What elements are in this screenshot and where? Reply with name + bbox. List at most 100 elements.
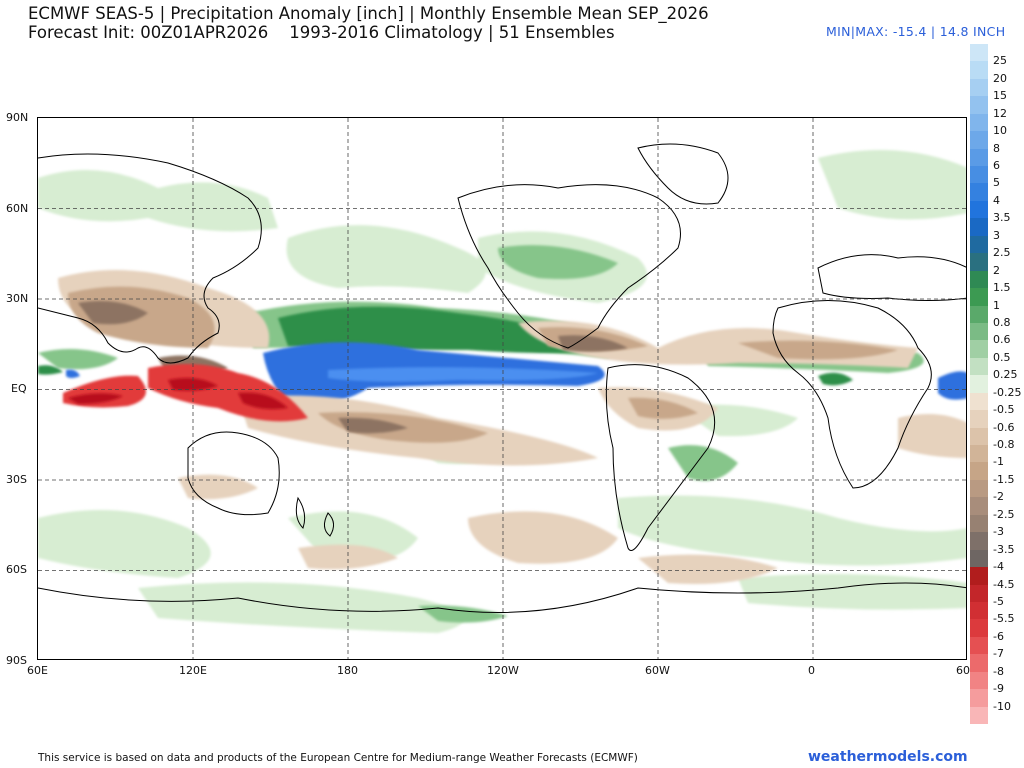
title-line-1: ECMWF SEAS-5 | Precipitation Anomaly [in… [28,4,709,23]
colorbar-cell [970,549,988,568]
colorbar-cell [970,514,988,533]
lat-label-30n: 30N [6,292,29,305]
colorbar-cell [970,462,988,481]
map-canvas [38,118,966,659]
lon-label-120e: 120E [179,664,207,677]
colorbar-cell [970,375,988,394]
colorbar-tick-label: -4 [993,560,1004,574]
colorbar-cell [970,61,988,80]
lon-label-60e: 60E [27,664,48,677]
colorbar-cell [970,253,988,272]
colorbar-tick-label: -4.5 [993,577,1015,591]
colorbar-tick-label: -3.5 [993,542,1015,556]
colorbar-tick-label: 0.5 [993,350,1011,364]
colorbar-tick-label: 3 [993,228,1000,242]
colorbar-tick-label: -9 [993,682,1004,696]
colorbar-tick-label: -2 [993,490,1004,504]
colorbar-cell [970,689,988,708]
lat-label-90n: 90N [6,111,29,124]
colorbar-tick-label: 8 [993,141,1000,155]
colorbar-cell [970,288,988,307]
colorbar-cell [970,78,988,97]
colorbar-tick-label: -2.5 [993,507,1015,521]
colorbar-tick-label: 6 [993,159,1000,173]
colorbar-tick-label: 4 [993,193,1000,207]
colorbar-tick-label: 1 [993,298,1000,312]
colorbar-cell [970,654,988,673]
colorbar-cell [970,218,988,237]
colorbar-tick-label: 12 [993,106,1007,120]
colorbar-tick-label: -1.5 [993,472,1015,486]
lat-label-60n: 60N [6,202,29,215]
colorbar-cell [970,305,988,324]
colorbar-cell [970,392,988,411]
colorbar-tick-label: -0.25 [993,385,1022,399]
colorbar-cell [970,601,988,620]
colorbar-cell [970,671,988,690]
colorbar-cell [970,113,988,132]
colorbar-cell [970,567,988,585]
colorbar-tick-label: -3 [993,525,1004,539]
colorbar-cell [970,183,988,202]
colorbar-cell [970,200,988,219]
colorbar-tick-label: 15 [993,89,1007,103]
colorbar-tick-label: 1.5 [993,281,1011,295]
colorbar-cell [970,445,988,463]
lat-label-90s: 90S [6,654,27,667]
colorbar-cell [970,410,988,429]
colorbar-tick-label: -5 [993,594,1004,608]
colorbar-tick-label: -0.6 [993,420,1015,434]
colorbar-cell [970,706,988,725]
colorbar-cell [970,270,988,289]
colorbar-cell [970,532,988,551]
wet-blue-core [328,367,598,382]
colorbar-cell [970,166,988,184]
colorbar-tick-label: -8 [993,664,1004,678]
colorbar-cell [970,131,988,150]
title-line-2: Forecast Init: 00Z01APR2026 1993-2016 Cl… [28,23,615,42]
graticule [38,118,966,659]
colorbar-cell [970,357,988,376]
colorbar-tick-label: 0.25 [993,368,1018,382]
coastlines [38,143,966,613]
colorbar-cell [970,148,988,167]
colorbar-cell [970,479,988,498]
colorbar-tick-label: 0.8 [993,315,1011,329]
colorbar-tick-label: -1 [993,455,1004,469]
colorbar-tick-label: -7 [993,647,1004,661]
colorbar-cell [970,44,988,62]
colorbar-tick-label: 2.5 [993,246,1011,260]
colorbar-tick-label: 0.6 [993,333,1011,347]
colorbar-tick-label: -0.8 [993,438,1015,452]
colorbar-tick-label: 10 [993,124,1007,138]
wet-dark-areas [38,306,853,386]
lon-label-180: 180 [337,664,358,677]
colorbar-tick-label: 25 [993,54,1007,68]
min-max-readout: MIN|MAX: -15.4 | 14.8 INCH [826,24,1006,39]
lon-label-0: 0 [808,664,815,677]
colorbar-tick-label: 2 [993,263,1000,277]
colorbar-tick-label: -10 [993,699,1011,713]
lat-label-60s: 60S [6,563,27,576]
lon-label-60w: 60W [645,664,670,677]
colorbar-cell [970,427,988,446]
colorbar-tick-label: 20 [993,71,1007,85]
colorbar-tick-label: 3.5 [993,211,1011,225]
chart-title: ECMWF SEAS-5 | Precipitation Anomaly [in… [28,4,709,42]
colorbar-cell [970,96,988,115]
lon-label-120w: 120W [487,664,519,677]
colorbar-tick-label: -5.5 [993,612,1015,626]
colorbar-cell [970,636,988,655]
colorbar-tick-label: -6 [993,629,1004,643]
colorbar-cell [970,235,988,254]
colorbar-tick-label: -0.5 [993,403,1015,417]
footer-disclaimer: This service is based on data and produc… [38,752,638,764]
colorbar-tick-label: 5 [993,176,1000,190]
precip-anomaly-map[interactable] [37,117,967,660]
colorbar-cell [970,340,988,359]
brand-link[interactable]: weathermodels.com [808,749,968,765]
lat-label-30s: 30S [6,473,27,486]
colorbar-cell [970,584,988,603]
lat-label-eq: EQ [11,382,27,395]
colorbar-cell [970,619,988,638]
